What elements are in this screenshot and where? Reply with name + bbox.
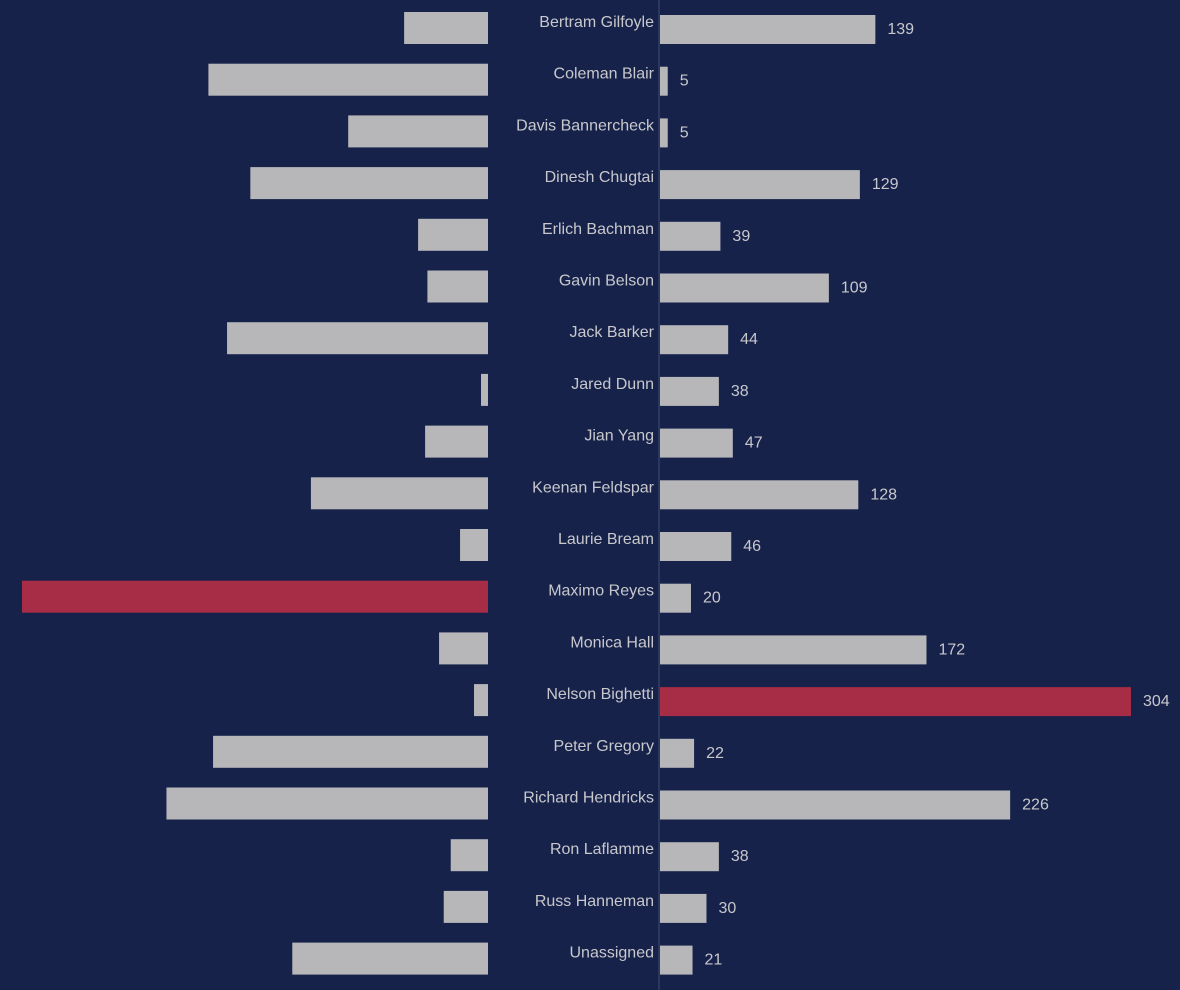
right-bar-ron-laflamme[interactable] xyxy=(660,842,719,872)
category-label-richard-hendricks: Richard Hendricks xyxy=(523,790,654,807)
value-label-ron-laflamme: 38 xyxy=(731,848,749,865)
category-label-jack-barker: Jack Barker xyxy=(570,324,655,341)
left-bar-jian-yang[interactable] xyxy=(425,425,488,458)
row-unassigned: Unassigned 21 xyxy=(292,942,723,975)
right-bar-erlich-bachman[interactable] xyxy=(660,221,721,251)
value-label-monica-hall: 172 xyxy=(938,641,965,658)
row-jack-barker: Jack Barker 44 xyxy=(227,322,758,355)
left-bar-russ-hanneman[interactable] xyxy=(443,890,488,923)
right-bar-nelson-bighetti[interactable] xyxy=(660,687,1131,717)
value-label-nelson-bighetti: 304 xyxy=(1143,693,1170,710)
right-bar-davis-bannercheck[interactable] xyxy=(660,118,668,148)
row-laurie-bream: Laurie Bream 46 xyxy=(460,529,761,561)
left-bar-richard-hendricks[interactable] xyxy=(166,787,488,820)
row-erlich-bachman: Erlich Bachman 39 xyxy=(418,218,750,251)
right-bar-jian-yang[interactable] xyxy=(660,428,733,458)
left-bar-jack-barker[interactable] xyxy=(227,322,489,355)
left-bar-nelson-bighetti[interactable] xyxy=(474,684,488,717)
row-jian-yang: Jian Yang 47 xyxy=(425,425,763,458)
right-bar-bertram-gilfoyle[interactable] xyxy=(660,15,876,44)
value-label-richard-hendricks: 226 xyxy=(1022,797,1049,814)
category-label-monica-hall: Monica Hall xyxy=(570,634,654,651)
category-label-jared-dunn: Jared Dunn xyxy=(571,376,654,393)
category-label-dinesh-chugtai: Dinesh Chugtai xyxy=(545,169,654,186)
value-label-jian-yang: 47 xyxy=(745,435,763,452)
right-bar-richard-hendricks[interactable] xyxy=(660,790,1011,820)
value-label-coleman-blair: 5 xyxy=(680,73,689,90)
right-bar-jack-barker[interactable] xyxy=(660,325,729,355)
value-label-dinesh-chugtai: 129 xyxy=(872,176,899,193)
category-label-ron-laflamme: Ron Laflamme xyxy=(550,841,654,858)
left-bar-laurie-bream[interactable] xyxy=(460,529,488,561)
right-bar-keenan-feldspar[interactable] xyxy=(660,480,859,510)
right-bar-laurie-bream[interactable] xyxy=(660,532,732,561)
row-gavin-belson: Gavin Belson 109 xyxy=(427,270,868,303)
value-label-maximo-reyes: 20 xyxy=(703,590,721,607)
row-bertram-gilfoyle: Bertram Gilfoyle 139 xyxy=(404,12,914,44)
right-bar-peter-gregory[interactable] xyxy=(660,738,695,768)
category-label-erlich-bachman: Erlich Bachman xyxy=(542,221,654,238)
row-maximo-reyes: Maximo Reyes 20 xyxy=(22,580,721,613)
value-label-peter-gregory: 22 xyxy=(706,745,724,762)
value-label-russ-hanneman: 30 xyxy=(718,900,736,917)
right-bar-russ-hanneman[interactable] xyxy=(660,893,707,923)
row-dinesh-chugtai: Dinesh Chugtai 129 xyxy=(250,167,899,200)
left-bar-keenan-feldspar[interactable] xyxy=(310,477,488,510)
left-bar-monica-hall[interactable] xyxy=(439,632,488,665)
row-davis-bannercheck: Davis Bannercheck 5 xyxy=(348,115,689,148)
left-bar-peter-gregory[interactable] xyxy=(213,735,488,768)
left-bar-erlich-bachman[interactable] xyxy=(418,218,488,251)
left-bar-unassigned[interactable] xyxy=(292,942,488,975)
category-label-peter-gregory: Peter Gregory xyxy=(554,738,654,755)
value-label-unassigned: 21 xyxy=(705,952,723,969)
right-bar-maximo-reyes[interactable] xyxy=(660,583,691,613)
row-ron-laflamme: Ron Laflamme 38 xyxy=(450,839,749,872)
left-bar-coleman-blair[interactable] xyxy=(208,63,488,96)
row-richard-hendricks: Richard Hendricks 226 xyxy=(166,787,1049,820)
left-bar-maximo-reyes[interactable] xyxy=(22,580,488,613)
category-label-russ-hanneman: Russ Hanneman xyxy=(535,893,654,910)
category-label-davis-bannercheck: Davis Bannercheck xyxy=(516,117,655,134)
row-nelson-bighetti: Nelson Bighetti 304 xyxy=(474,684,1170,717)
row-monica-hall: Monica Hall 172 xyxy=(439,632,965,665)
right-bar-jared-dunn[interactable] xyxy=(660,376,719,406)
category-label-maximo-reyes: Maximo Reyes xyxy=(548,583,654,600)
left-bar-bertram-gilfoyle[interactable] xyxy=(404,12,488,44)
right-bar-monica-hall[interactable] xyxy=(660,635,927,665)
value-label-jared-dunn: 38 xyxy=(731,383,749,400)
left-bar-davis-bannercheck[interactable] xyxy=(348,115,488,148)
category-label-bertram-gilfoyle: Bertram Gilfoyle xyxy=(539,14,654,31)
value-label-bertram-gilfoyle: 139 xyxy=(887,21,914,38)
row-peter-gregory: Peter Gregory 22 xyxy=(213,735,724,768)
value-label-laurie-bream: 46 xyxy=(743,538,761,555)
category-label-laurie-bream: Laurie Bream xyxy=(558,531,654,548)
category-label-coleman-blair: Coleman Blair xyxy=(554,66,655,83)
row-jared-dunn: Jared Dunn 38 xyxy=(481,373,749,406)
value-label-keenan-feldspar: 128 xyxy=(870,486,897,503)
left-bar-gavin-belson[interactable] xyxy=(427,270,488,303)
right-bar-dinesh-chugtai[interactable] xyxy=(660,170,860,200)
right-bar-gavin-belson[interactable] xyxy=(660,273,829,303)
category-label-nelson-bighetti: Nelson Bighetti xyxy=(546,686,654,703)
category-label-unassigned: Unassigned xyxy=(570,945,655,962)
row-coleman-blair: Coleman Blair 5 xyxy=(208,63,689,96)
value-label-jack-barker: 44 xyxy=(740,331,758,348)
category-label-gavin-belson: Gavin Belson xyxy=(559,273,654,290)
category-label-jian-yang: Jian Yang xyxy=(584,428,654,445)
right-bar-unassigned[interactable] xyxy=(660,945,693,975)
left-bar-ron-laflamme[interactable] xyxy=(450,839,488,872)
value-label-erlich-bachman: 39 xyxy=(732,228,750,245)
right-bar-coleman-blair[interactable] xyxy=(660,66,668,96)
value-label-gavin-belson: 109 xyxy=(841,280,868,297)
value-label-davis-bannercheck: 5 xyxy=(680,124,689,141)
row-keenan-feldspar: Keenan Feldspar 128 xyxy=(310,477,897,510)
row-russ-hanneman: Russ Hanneman 30 xyxy=(443,890,736,923)
left-bar-jared-dunn[interactable] xyxy=(481,373,488,406)
left-bar-dinesh-chugtai[interactable] xyxy=(250,167,488,200)
category-label-keenan-feldspar: Keenan Feldspar xyxy=(532,479,655,496)
